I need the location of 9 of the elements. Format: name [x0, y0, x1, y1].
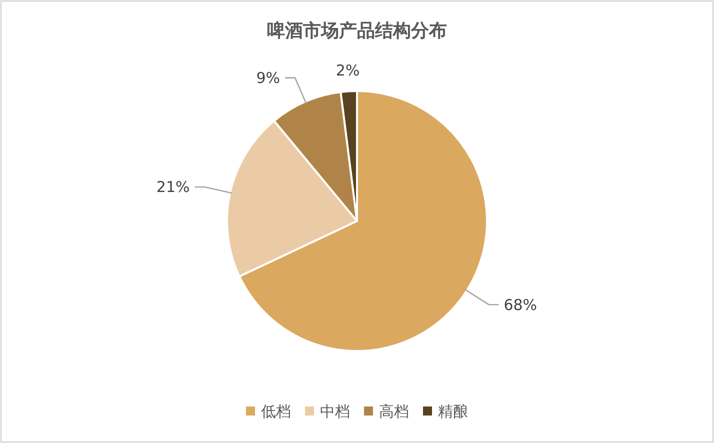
legend-label: 低档 [261, 402, 291, 420]
chart-title: 啤酒市场产品结构分布 [267, 20, 447, 42]
legend-label: 精酿 [438, 402, 468, 420]
data-label: 2% [336, 61, 360, 80]
data-label: 21% [156, 178, 190, 196]
legend-label: 中档 [320, 402, 350, 420]
data-label: 9% [256, 69, 280, 88]
data-label: 68% [504, 296, 538, 314]
legend-label: 高档 [379, 402, 409, 420]
